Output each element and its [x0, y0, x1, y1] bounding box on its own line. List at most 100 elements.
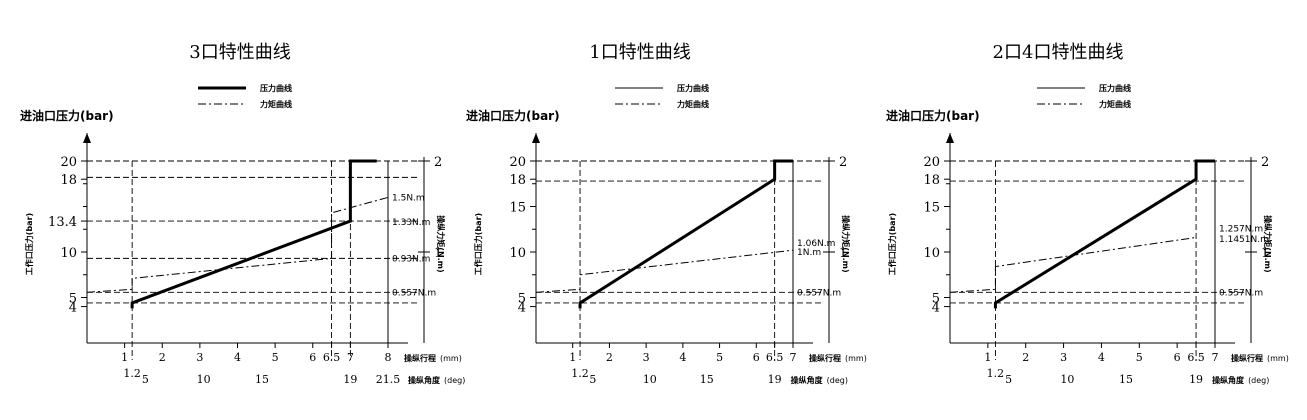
- x-tick-label: 4: [1098, 351, 1105, 364]
- x-tick-label: 6: [1174, 351, 1181, 364]
- angle-tick-label: 19: [1189, 373, 1203, 386]
- y-axis-right-label: 操纵力矩(N.m): [1263, 215, 1273, 272]
- y-tick-label: 20: [60, 155, 77, 170]
- angle-tick-label: 15: [1119, 373, 1133, 386]
- x-tick-label: 2: [159, 351, 166, 364]
- x-sub-tick-label: 1.2: [987, 367, 1005, 380]
- pressure-curve: [130, 159, 377, 309]
- legend-torque-label: 力矩曲线: [677, 99, 709, 109]
- y-axis-top-label: 进油口压力(bar): [20, 108, 114, 123]
- x-tick-label: 6.5: [323, 351, 341, 364]
- angle-tick-label: 10: [643, 373, 657, 386]
- legend-pressure-label: 压力曲线: [677, 83, 709, 93]
- angle-tick-label: 21.5: [376, 373, 401, 386]
- pressure-curve: [993, 159, 1215, 309]
- x-axis-stroke-label: 操纵行程: [404, 353, 436, 363]
- chart-title: 3口特性曲线: [189, 42, 290, 63]
- x-tick-label: 3: [196, 351, 203, 364]
- x-tick-label: 1: [121, 351, 128, 364]
- x-axis-angle-unit: (deg): [444, 376, 465, 385]
- x-axis-angle-unit: (deg): [1248, 376, 1269, 385]
- x-tick-label: 3: [1060, 351, 1067, 364]
- x-tick-label: 2: [606, 351, 613, 364]
- legend-torque-label: 力矩曲线: [1099, 99, 1131, 109]
- torque-annotation: 0.557N.m: [1219, 288, 1263, 298]
- y-tick-label: 5: [69, 292, 77, 307]
- x-tick-label: 1: [984, 351, 991, 364]
- x-tick-label: 4: [679, 351, 686, 364]
- pressure-curve: [578, 159, 793, 309]
- angle-tick-label: 10: [197, 373, 211, 386]
- y-tick-label: 4: [69, 301, 77, 316]
- legend-pressure-label: 压力曲线: [260, 83, 292, 93]
- y2-tick-label: 1: [434, 246, 442, 261]
- y-tick-label: 18: [509, 173, 526, 188]
- x-tick-label: 7: [347, 351, 354, 364]
- x-tick-label: 5: [1136, 351, 1143, 364]
- x-sub-tick-label: 1.2: [571, 367, 589, 380]
- torque-annotation: 1N.m: [797, 248, 821, 258]
- y-tick-label: 20: [509, 155, 526, 170]
- y-axis-arrow: [532, 133, 540, 143]
- x-tick-label: 5: [716, 351, 723, 364]
- angle-tick-label: 10: [1060, 373, 1074, 386]
- angle-tick-label: 5: [1005, 373, 1012, 386]
- torque-annotation: 0.93N.m: [392, 254, 430, 264]
- x-tick-label: 4: [234, 351, 241, 364]
- torque-curve: [86, 196, 389, 293]
- x-tick-label: 8: [385, 351, 392, 364]
- y2-tick-label: 2: [839, 155, 847, 170]
- x-axis-angle-unit: (deg): [827, 376, 848, 385]
- chart-title: 2口4口特性曲线: [993, 42, 1124, 63]
- x-tick-label: 6: [309, 351, 316, 364]
- x-tick-label: 5: [272, 351, 279, 364]
- x-tick-label: 7: [790, 351, 797, 364]
- x-axis-stroke-unit: (mm): [1267, 354, 1289, 363]
- y2-tick-label: 2: [434, 155, 442, 170]
- angle-tick-label: 15: [255, 373, 269, 386]
- x-tick-label: 6.5: [1187, 351, 1205, 364]
- torque-annotation: 1.1451N.m: [1219, 235, 1269, 245]
- y-tick-label: 5: [932, 292, 940, 307]
- angle-tick-label: 19: [343, 373, 357, 386]
- x-axis-angle-label: 操纵角度: [1212, 375, 1245, 385]
- y-axis-top-label: 进油口压力(bar): [886, 108, 980, 123]
- torque-annotation: 0.557N.m: [392, 288, 436, 298]
- y-axis-right-label: 操纵力矩(N.m): [436, 215, 446, 272]
- legend-pressure-label: 压力曲线: [1099, 83, 1131, 93]
- x-axis-angle-label: 操纵角度: [791, 375, 824, 385]
- chart-title: 1口特性曲线: [589, 42, 690, 63]
- y-axis-top-label: 进油口压力(bar): [466, 108, 560, 123]
- angle-tick-label: 19: [768, 373, 782, 386]
- x-tick-label: 3: [643, 351, 650, 364]
- y-tick-label: 18: [60, 173, 77, 188]
- y-tick-label: 5: [518, 292, 526, 307]
- y-tick-label: 15: [923, 201, 940, 216]
- y-tick-label: 18: [923, 173, 940, 188]
- x-tick-label: 2: [1022, 351, 1029, 364]
- torque-annotation: 0.557N.m: [797, 288, 841, 298]
- y-tick-label: 20: [923, 155, 940, 170]
- torque-annotation: 1.33N.m: [392, 218, 430, 228]
- y2-tick-label: 1: [839, 246, 847, 261]
- y-tick-label: 4: [932, 301, 940, 316]
- y-tick-label: 10: [60, 246, 77, 261]
- y-tick-label: 10: [923, 246, 940, 261]
- torque-annotation: 1.06N.m: [797, 239, 835, 249]
- y-axis-left-label: 工作口压力(bar): [24, 213, 34, 275]
- x-axis-stroke-unit: (mm): [440, 354, 462, 363]
- angle-tick-label: 5: [142, 373, 149, 386]
- y-axis-arrow: [946, 133, 954, 143]
- torque-curve: [949, 236, 1197, 293]
- x-tick-label: 7: [1212, 351, 1219, 364]
- y-axis-right-label: 操纵力矩(N.m): [841, 215, 851, 272]
- x-sub-tick-label: 1.2: [123, 367, 141, 380]
- y-axis-left-label: 工作口压力(bar): [887, 213, 897, 275]
- y-tick-label: 4: [518, 301, 526, 316]
- angle-tick-label: 5: [589, 373, 596, 386]
- x-axis-stroke-label: 操纵行程: [809, 353, 841, 363]
- torque-annotation: 1.257N.m: [1219, 224, 1263, 234]
- x-axis-stroke-unit: (mm): [845, 354, 867, 363]
